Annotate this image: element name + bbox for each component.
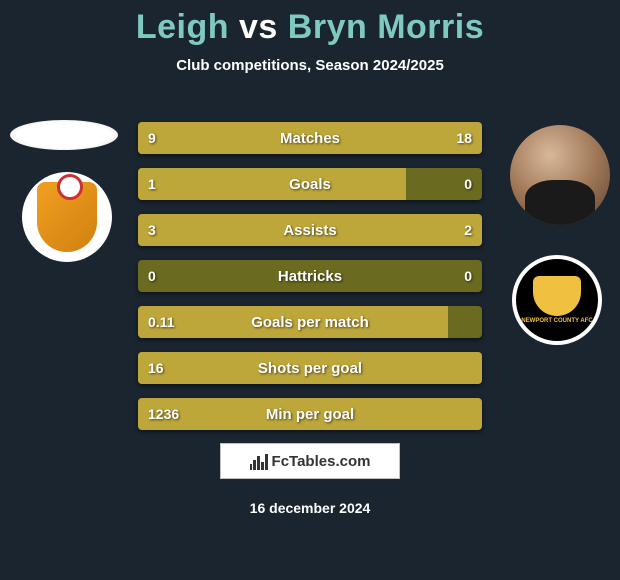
stat-label: Assists (138, 214, 482, 246)
vs-text: vs (239, 8, 278, 46)
stat-row: Hattricks0 0 (138, 260, 482, 292)
stat-value-right: 0 (464, 260, 472, 292)
stat-row: Matches9 18 (138, 122, 482, 154)
stat-value-left: 0 (148, 260, 156, 292)
player2-avatar (510, 125, 610, 225)
stat-value-right: 2 (464, 214, 472, 246)
stat-label: Hattricks (138, 260, 482, 292)
stat-label: Goals (138, 168, 482, 200)
stat-label: Min per goal (138, 398, 482, 430)
stat-row: Goals per match0.11 (138, 306, 482, 338)
stat-value-right: 0 (464, 168, 472, 200)
player1-avatar (10, 120, 118, 150)
bar-chart-icon (250, 452, 268, 470)
subtitle: Club competitions, Season 2024/2025 (0, 57, 620, 74)
stat-value-left: 3 (148, 214, 156, 246)
stat-row: Min per goal1236 (138, 398, 482, 430)
stat-value-right: 18 (456, 122, 472, 154)
stats-bars: Matches918Goals10Assists32Hattricks00Goa… (138, 122, 482, 444)
player2-name: Bryn Morris (288, 8, 484, 46)
newport-crest-text: NEWPORT COUNTY AFC (521, 318, 592, 324)
stat-row: Goals1 0 (138, 168, 482, 200)
comparison-card: Leigh vs Bryn Morris Club competitions, … (0, 0, 620, 580)
player2-club-crest: NEWPORT COUNTY AFC (512, 255, 602, 345)
newport-shield-icon (533, 276, 581, 316)
stat-value-left: 0.11 (148, 306, 174, 338)
stat-label: Goals per match (138, 306, 482, 338)
stat-value-left: 1 (148, 168, 156, 200)
stat-row: Assists3 2 (138, 214, 482, 246)
stat-row: Shots per goal16 (138, 352, 482, 384)
stat-label: Matches (138, 122, 482, 154)
logo-text: FcTables.com (272, 453, 371, 470)
stat-label: Shots per goal (138, 352, 482, 384)
title: Leigh vs Bryn Morris (0, 0, 620, 47)
player1-club-crest (22, 172, 112, 262)
player1-name: Leigh (136, 8, 229, 46)
stat-value-left: 9 (148, 122, 156, 154)
mk-dons-shield-icon (37, 182, 97, 252)
fctables-logo[interactable]: FcTables.com (220, 443, 400, 479)
stat-value-left: 1236 (148, 398, 179, 430)
stat-value-left: 16 (148, 352, 164, 384)
date-text: 16 december 2024 (250, 500, 371, 516)
